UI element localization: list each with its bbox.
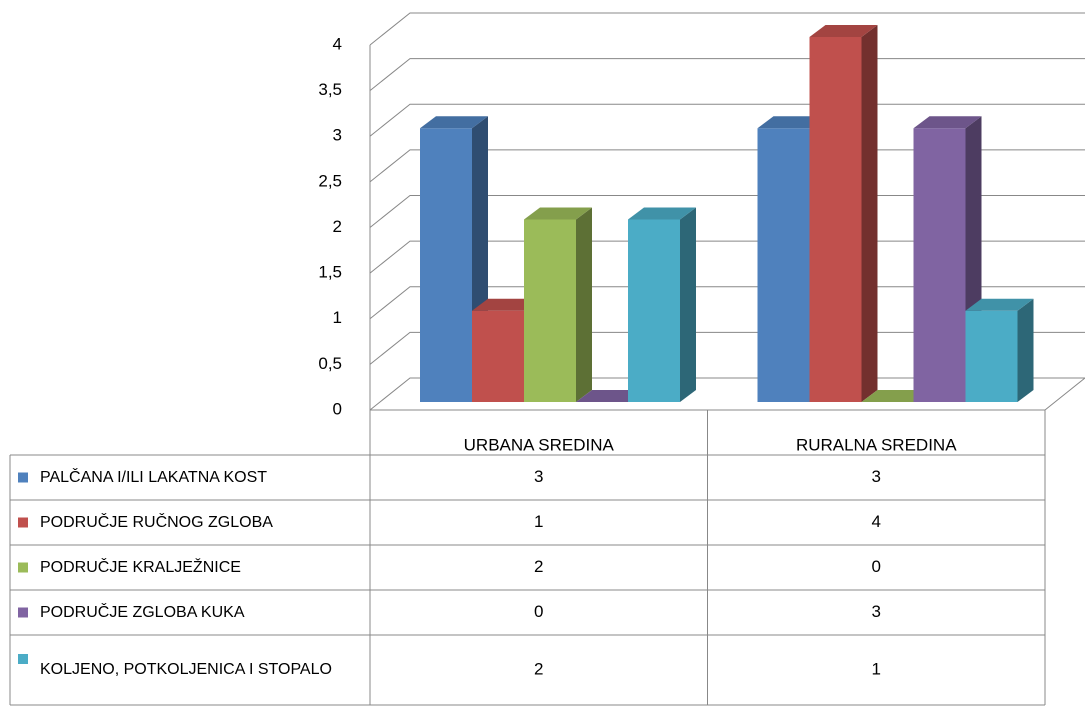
legend-label: PODRUČJE KRALJEŽNICE [40,558,241,576]
bar [809,37,862,402]
y-tick-label: 0 [333,399,342,418]
table-value: 1 [534,512,543,531]
table-value: 0 [534,602,543,621]
bar-top [472,298,540,311]
table-value: 2 [534,659,543,678]
bar-side [1017,298,1034,402]
legend-swatch [18,472,28,483]
legend-swatch [18,562,28,573]
legend-label: KOLJENO, POTKOLJENICA I STOPALO [40,661,332,678]
bar-side [576,207,592,402]
legend-label: PODRUČJE ZGLOBA KUKA [40,603,245,621]
legend-swatch [18,607,28,618]
y-tick-label: 3,5 [318,80,342,99]
y-tick-label: 4 [333,34,342,53]
bar-top [861,390,930,402]
grid-line [369,12,1085,46]
legend-swatch [18,654,28,664]
y-tick-label: 2 [333,217,342,236]
table-value: 3 [872,602,881,621]
bar-top [524,207,592,220]
bar [420,128,472,402]
bar-top [913,116,982,129]
y-tick-label: 1 [333,308,342,327]
bar [965,310,1018,402]
table-value: 2 [534,557,543,576]
bar [628,219,680,402]
x-tick-label: RURALNA SREDINA [796,435,957,454]
x-tick-label: URBANA SREDINA [464,435,615,454]
legend-swatch [18,517,28,528]
bar [913,128,966,402]
legend-label: PALČANA I/ILI LAKATNA KOST [40,468,268,486]
bar-top [809,25,878,37]
bar-top [757,116,826,129]
legend-label: PODRUČJE RUČNOG ZGLOBA [40,513,273,531]
bar-top [628,207,696,220]
table-value: 3 [534,467,543,486]
table-value: 0 [872,557,881,576]
table-value: 4 [872,512,881,531]
bar-top [965,298,1034,311]
y-tick-label: 2,5 [318,171,342,190]
y-tick-label: 3 [333,126,342,145]
bar [757,128,810,402]
floor-edge [1044,377,1085,411]
bar-side [680,207,696,402]
table-value: 3 [872,467,881,486]
bar [524,219,576,402]
bar-top [420,116,488,129]
bar [472,310,524,402]
bar-side [861,25,878,402]
bar-top [576,390,644,402]
table-value: 1 [872,659,881,678]
y-tick-label: 1,5 [318,263,342,282]
y-tick-label: 0,5 [318,354,342,373]
grid-line [369,58,1085,92]
